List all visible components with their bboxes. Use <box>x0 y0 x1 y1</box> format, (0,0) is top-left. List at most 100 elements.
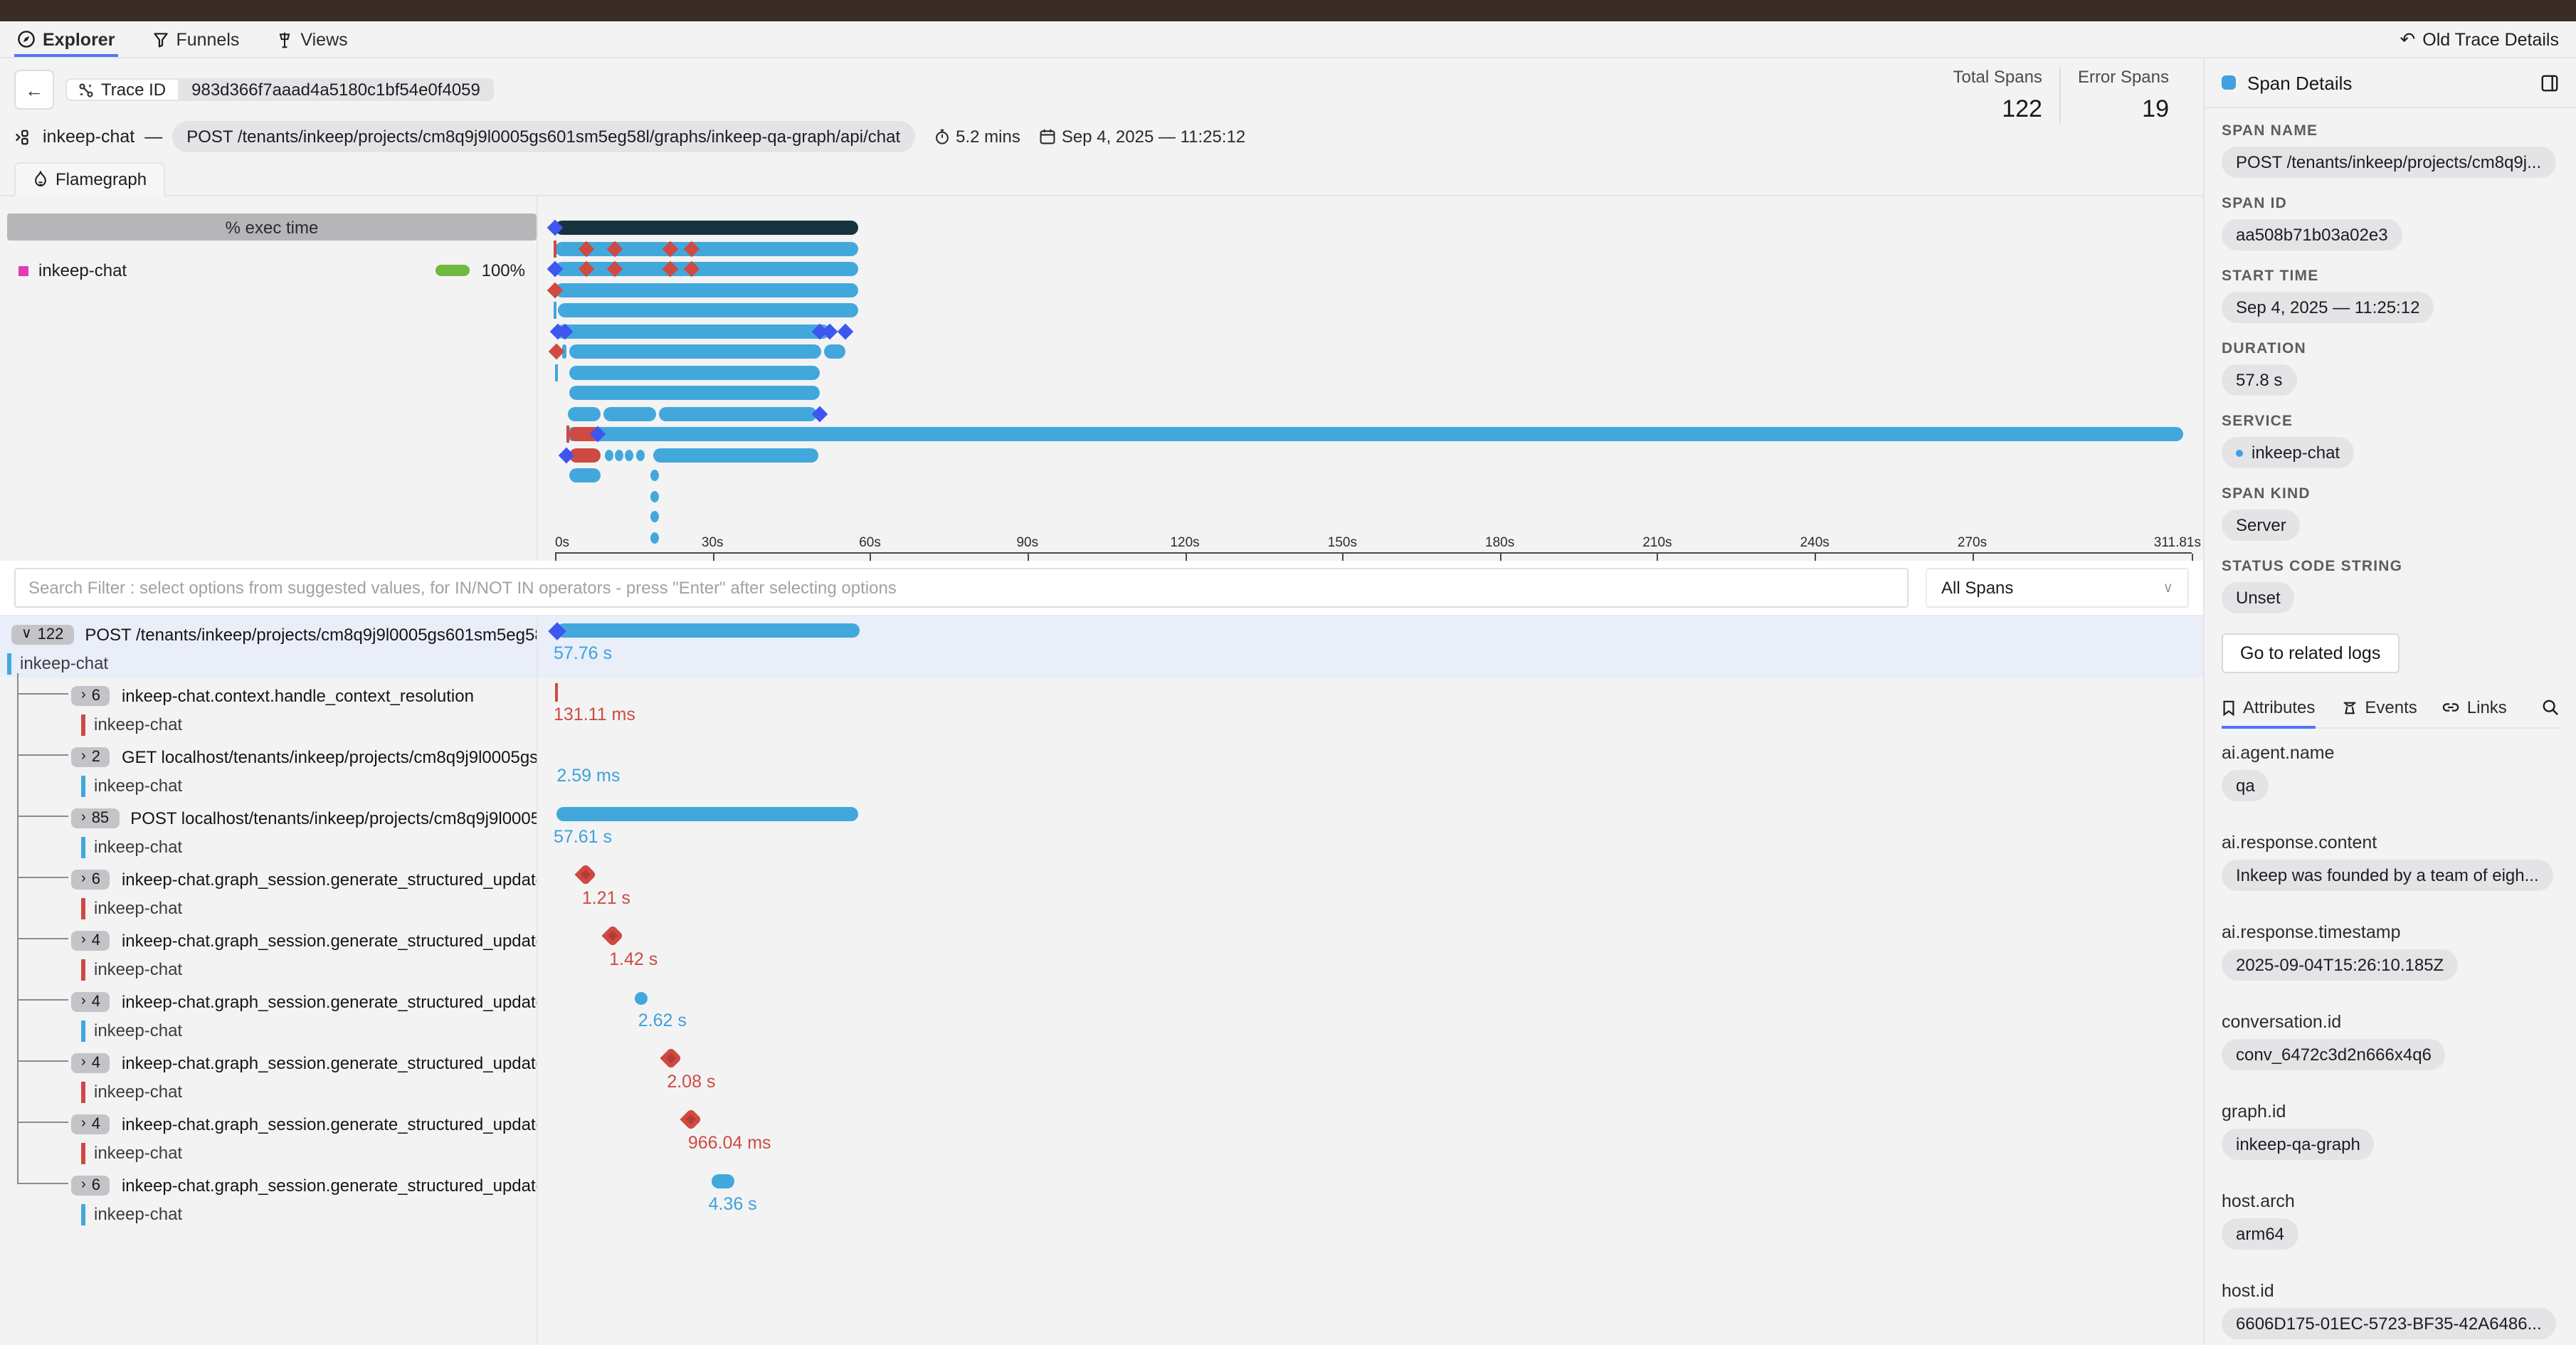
waterfall-row[interactable]: 966.04 ms <box>538 1106 2203 1167</box>
waterfall-row[interactable]: 2.59 ms <box>538 739 2203 800</box>
flame-span-bar[interactable] <box>567 406 601 421</box>
span-name[interactable]: inkeep-chat.graph_session.generate_struc… <box>121 1175 537 1195</box>
flame-span-bar[interactable] <box>555 221 859 235</box>
tree-row[interactable]: › 4 inkeep-chat.graph_session.generate_str… <box>0 983 537 1045</box>
flame-span-bar[interactable] <box>555 241 859 255</box>
waterfall-row[interactable]: 131.11 ms <box>538 677 2203 739</box>
flame-span-bar[interactable] <box>603 406 656 421</box>
blue-diamond-marker[interactable] <box>838 322 854 339</box>
expand-chip[interactable]: › 6 <box>71 685 110 705</box>
waterfall-row[interactable]: 4.36 s <box>538 1167 2203 1228</box>
red-error-marker[interactable] <box>659 1047 682 1070</box>
flame-span-bar[interactable] <box>555 262 859 276</box>
search-icon[interactable] <box>2542 699 2559 716</box>
expand-chip[interactable]: › 4 <box>71 1114 110 1134</box>
field-value-pill[interactable]: Unset <box>2222 582 2295 613</box>
attribute-value-pill[interactable]: Inkeep was founded by a team of eigh... <box>2222 860 2553 891</box>
duration-bar[interactable] <box>711 1174 734 1188</box>
span-dot-marker[interactable] <box>650 532 660 543</box>
span-dot-marker[interactable] <box>625 449 634 460</box>
blue-dot-marker[interactable] <box>635 992 648 1005</box>
span-dot-marker[interactable] <box>650 490 660 502</box>
span-name[interactable]: inkeep-chat.graph_session.generate_struc… <box>121 869 537 889</box>
span-dot-marker[interactable] <box>615 449 624 460</box>
tree-row[interactable]: ∨ 122 POST /tenants/inkeep/projects/cm8q9j… <box>0 616 537 677</box>
field-value-pill[interactable]: Server <box>2222 510 2301 541</box>
span-dot-marker[interactable] <box>650 470 660 481</box>
span-name[interactable]: inkeep-chat.context.handle_context_resol… <box>121 685 474 705</box>
tab-funnels[interactable]: Funnels <box>152 21 239 57</box>
flame-span-bar[interactable] <box>566 427 2183 441</box>
old-trace-details-link[interactable]: ↶ Old Trace Details <box>2400 28 2559 50</box>
tab-views[interactable]: Views <box>276 21 348 57</box>
expand-chip[interactable]: › 4 <box>71 930 110 950</box>
spans-dropdown[interactable]: All Spans ∨ <box>1926 568 2189 608</box>
tree-row[interactable]: › 6 inkeep-chat.graph_session.generate_str… <box>0 861 537 922</box>
red-error-marker[interactable] <box>680 1108 703 1131</box>
expand-chip[interactable]: › 6 <box>71 1175 110 1195</box>
go-to-related-logs-button[interactable]: Go to related logs <box>2222 633 2400 673</box>
red-tick-marker[interactable] <box>555 683 558 702</box>
search-filter-input[interactable] <box>14 568 1909 608</box>
span-name[interactable]: inkeep-chat.graph_session.generate_struc… <box>121 991 537 1011</box>
expand-chip[interactable]: › 6 <box>71 869 110 889</box>
waterfall-row[interactable]: 2.08 s <box>538 1045 2203 1106</box>
span-name[interactable]: inkeep-chat.graph_session.generate_struc… <box>121 1053 537 1072</box>
flame-span-bar[interactable] <box>569 468 601 482</box>
span-dot-marker[interactable] <box>636 449 645 460</box>
span-name[interactable]: POST /tenants/inkeep/projects/cm8q9j9l00… <box>85 624 537 644</box>
waterfall-row[interactable]: 1.42 s <box>538 922 2203 983</box>
flame-span-bar[interactable] <box>555 283 859 297</box>
tree-row[interactable]: › 85 POST localhost/tenants/inkeep/project… <box>0 800 537 861</box>
waterfall-row[interactable]: 57.76 s <box>538 616 2203 677</box>
span-tick-marker[interactable] <box>555 364 559 381</box>
span-name[interactable]: POST localhost/tenants/inkeep/projects/c… <box>130 808 537 828</box>
attribute-value-pill[interactable]: qa <box>2222 770 2269 801</box>
expand-chip[interactable]: › 4 <box>71 1053 110 1072</box>
duration-bar[interactable] <box>556 623 860 638</box>
span-dot-marker[interactable] <box>605 449 614 460</box>
span-tick-marker[interactable] <box>554 302 556 319</box>
tab-events[interactable]: Events <box>2340 687 2417 727</box>
span-tick-marker[interactable] <box>566 426 569 443</box>
flame-span-bar[interactable] <box>569 386 820 400</box>
span-tick-marker[interactable] <box>554 240 556 257</box>
tree-row[interactable]: › 2 GET localhost/tenants/inkeep/projects/… <box>0 739 537 800</box>
flamegraph-canvas[interactable]: 0s 30s 60s 90s 120s 150s 180s 210s 240s 270s 311.8… <box>0 196 2203 561</box>
field-value-pill[interactable]: inkeep-chat <box>2222 437 2355 468</box>
duration-bar[interactable] <box>556 807 859 821</box>
red-error-marker[interactable] <box>601 924 624 947</box>
flame-span-bar[interactable] <box>562 344 567 359</box>
flame-span-bar[interactable] <box>569 448 601 462</box>
flame-span-bar[interactable] <box>569 344 821 359</box>
flame-span-bar[interactable] <box>658 406 818 421</box>
field-value-pill[interactable]: Sep 4, 2025 — 11:25:12 <box>2222 292 2434 323</box>
flame-span-bar[interactable] <box>653 448 818 462</box>
back-button[interactable]: ← <box>14 70 54 110</box>
waterfall-row[interactable]: 2.62 s <box>538 983 2203 1045</box>
tab-links[interactable]: Links <box>2443 687 2507 727</box>
collapse-panel-icon[interactable] <box>2540 73 2559 92</box>
expand-chip[interactable]: ∨ 122 <box>11 624 74 644</box>
expand-chip[interactable]: › 2 <box>71 747 110 766</box>
waterfall-row[interactable]: 1.21 s <box>538 861 2203 922</box>
attribute-value-pill[interactable]: 2025-09-04T15:26:10.185Z <box>2222 949 2459 981</box>
flame-span-bar[interactable] <box>569 365 820 379</box>
field-value-pill[interactable]: POST /tenants/inkeep/projects/cm8q9j... <box>2222 147 2556 178</box>
waterfall-row[interactable]: 57.61 s <box>538 800 2203 861</box>
expand-chip[interactable]: › 4 <box>71 991 110 1011</box>
field-value-pill[interactable]: 57.8 s <box>2222 364 2297 396</box>
red-error-marker[interactable] <box>574 863 597 886</box>
tab-attributes[interactable]: Attributes <box>2222 687 2315 729</box>
flame-span-bar[interactable] <box>556 324 830 338</box>
tab-flamegraph[interactable]: Flamegraph <box>14 162 166 196</box>
tree-row[interactable]: › 4 inkeep-chat.graph_session.generate_str… <box>0 922 537 983</box>
span-name[interactable]: inkeep-chat.graph_session.generate_struc… <box>121 1114 537 1134</box>
exec-time-header[interactable]: % exec time <box>7 213 537 241</box>
attribute-value-pill[interactable]: inkeep-qa-graph <box>2222 1129 2375 1160</box>
field-value-pill[interactable]: aa508b71b03a02e3 <box>2222 219 2402 250</box>
tab-explorer[interactable]: Explorer <box>14 21 117 57</box>
tree-row[interactable]: › 4 inkeep-chat.graph_session.generate_str… <box>0 1045 537 1106</box>
flame-span-bar[interactable] <box>824 344 846 359</box>
flame-span-bar[interactable] <box>558 303 859 317</box>
